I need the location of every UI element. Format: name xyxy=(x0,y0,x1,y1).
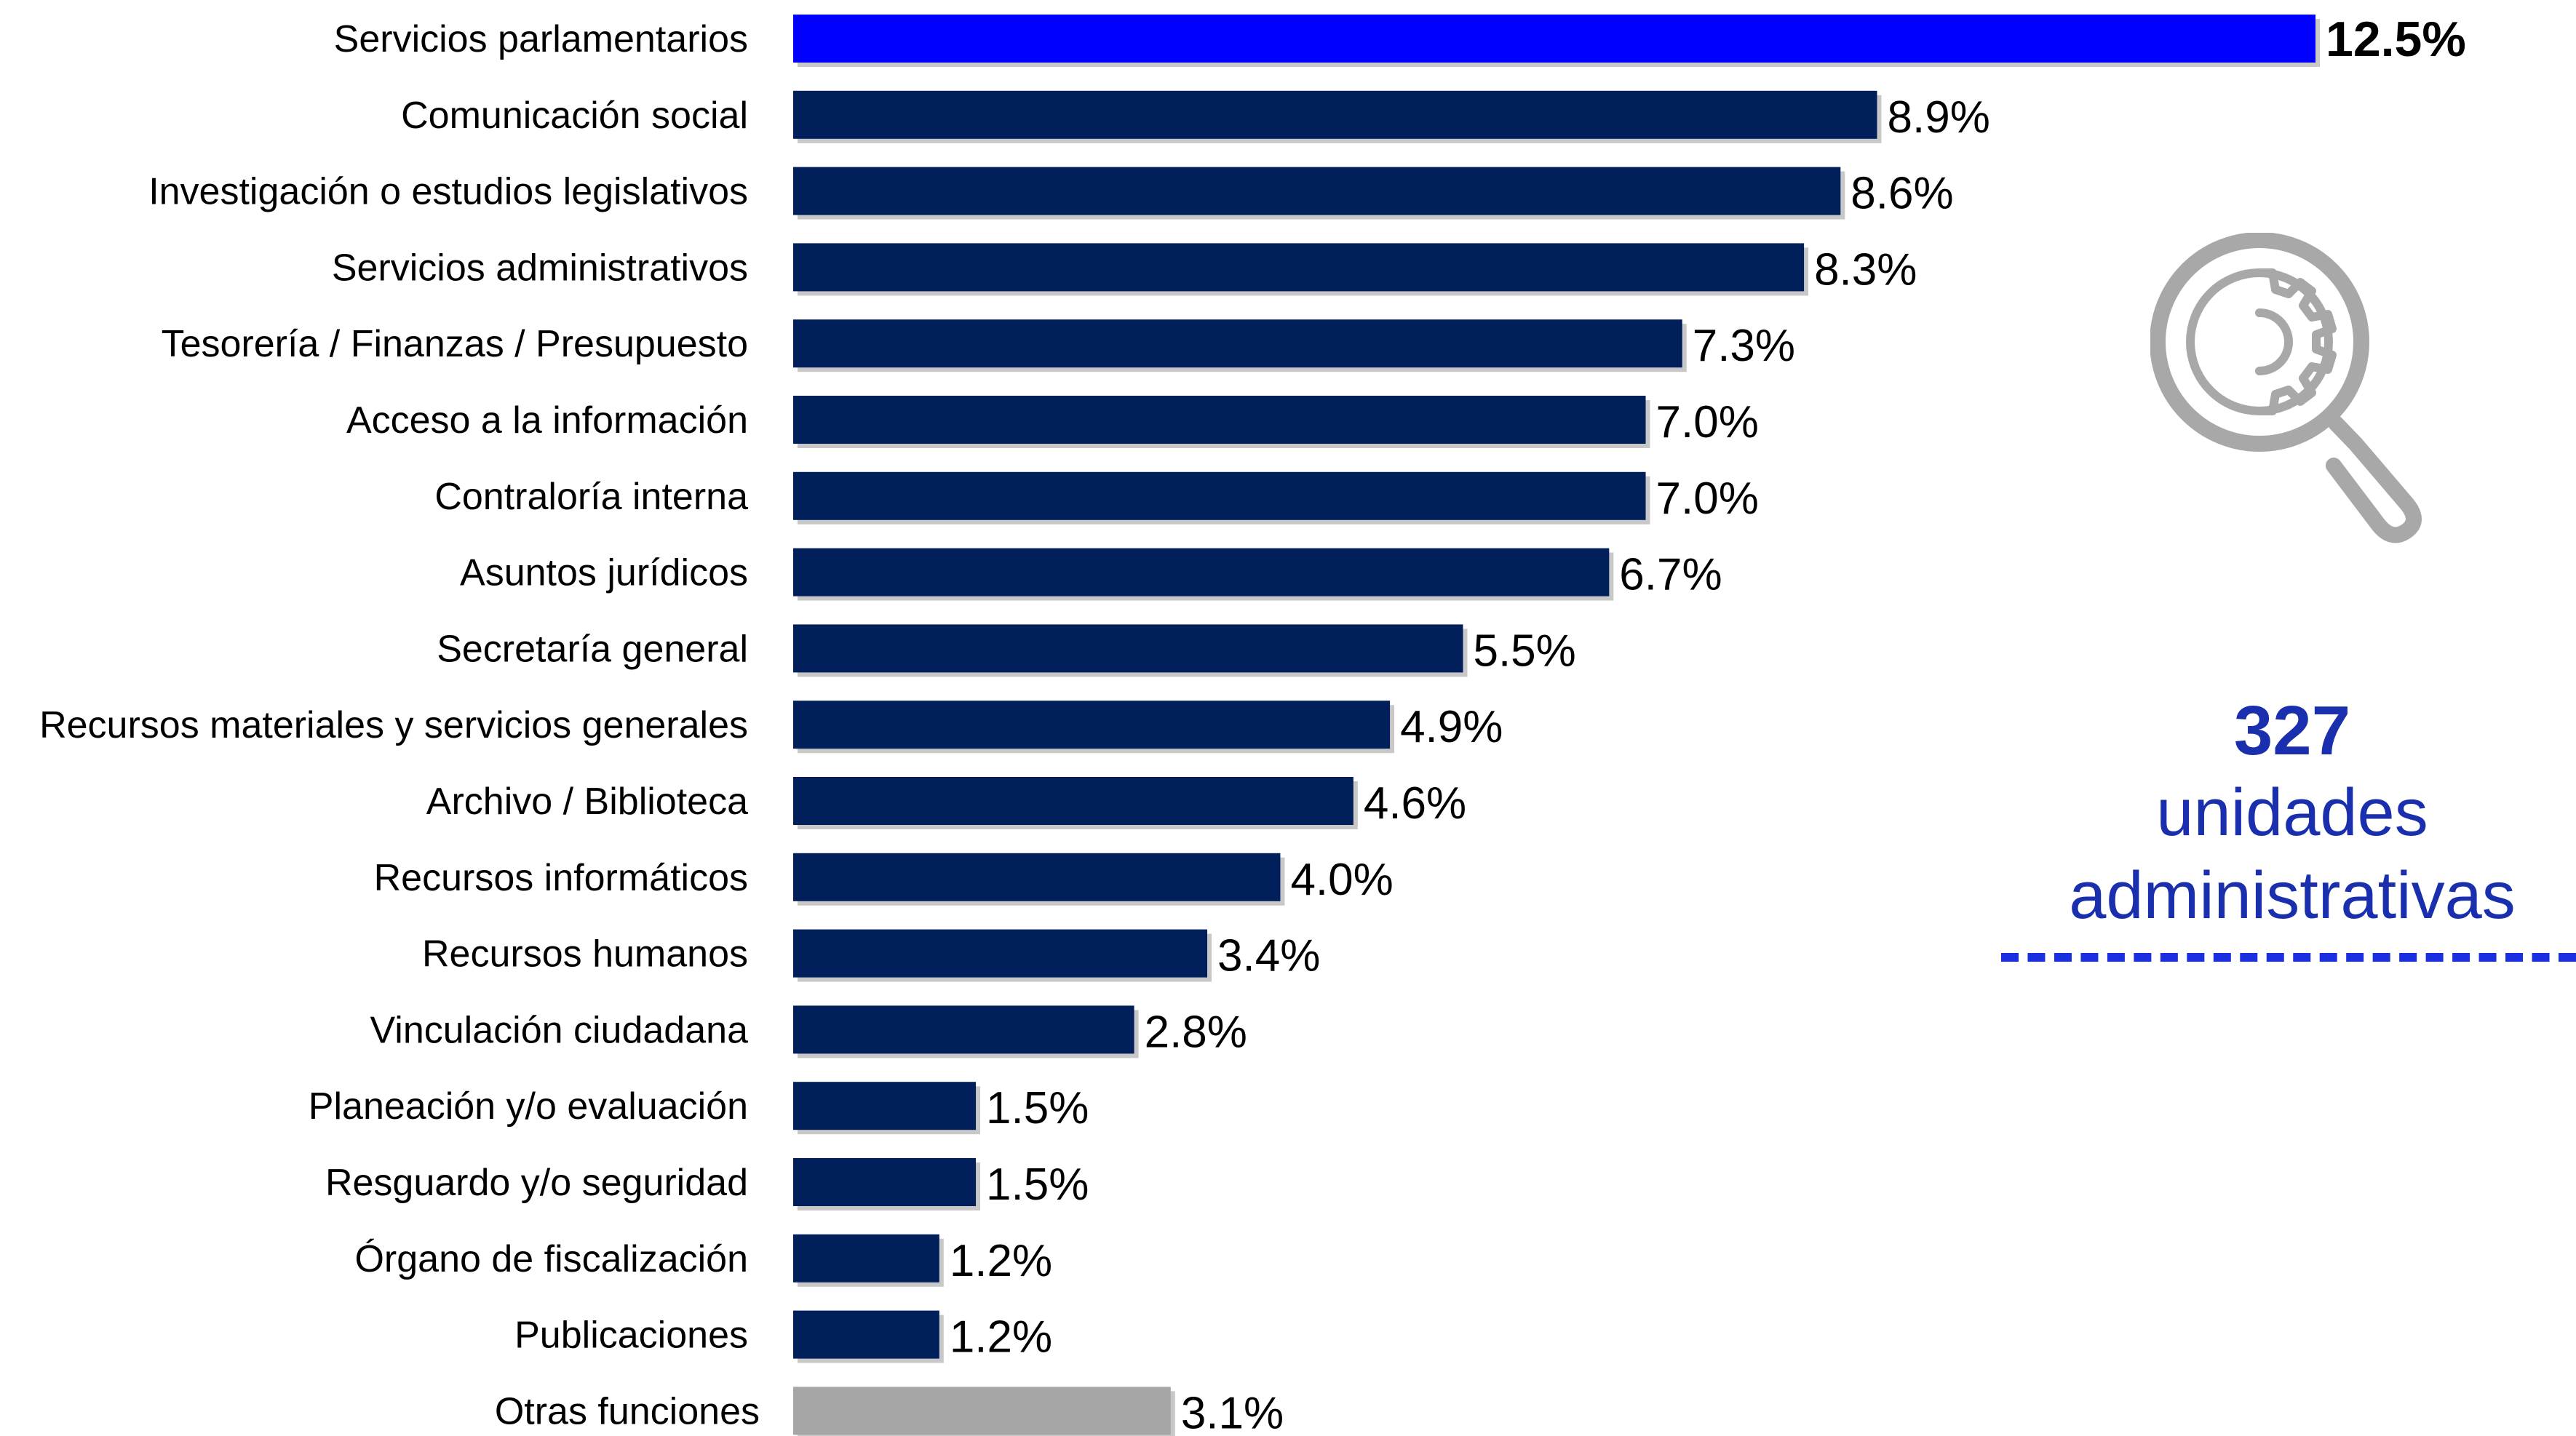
units-summary: 327 unidades administrativas xyxy=(2008,691,2576,937)
category-label: Comunicación social xyxy=(401,95,748,137)
units-label: unidades administrativas xyxy=(2069,775,2516,933)
units-count: 327 xyxy=(2233,692,2351,770)
bar xyxy=(793,396,1646,444)
bar xyxy=(793,90,1877,139)
bar xyxy=(793,1082,977,1130)
category-label: Tesorería / Finanzas / Presupuesto xyxy=(162,323,748,365)
category-label: Investigación o estudios legislativos xyxy=(148,171,748,213)
bar xyxy=(793,929,1208,978)
bar xyxy=(793,624,1463,673)
bar xyxy=(793,777,1353,825)
category-label: Órgano de fiscalización xyxy=(354,1238,748,1280)
bar xyxy=(793,319,1682,368)
value-label: 1.5% xyxy=(986,1160,1089,1210)
category-label: Servicios parlamentarios xyxy=(334,18,748,60)
bar xyxy=(793,1387,1171,1435)
value-label: 3.4% xyxy=(1217,931,1320,981)
value-label: 8.3% xyxy=(1814,244,1917,295)
value-label: 8.9% xyxy=(1888,92,1990,143)
category-label: Vinculación ciudadana xyxy=(370,1009,749,1051)
value-label: 1.2% xyxy=(950,1312,1052,1363)
category-label: Otras funciones xyxy=(495,1390,760,1432)
value-label: 2.8% xyxy=(1145,1007,1247,1057)
bar xyxy=(793,15,2315,63)
category-label: Recursos informáticos xyxy=(374,857,748,899)
category-labels: Servicios parlamentarios Comunicación soc… xyxy=(39,18,760,1432)
category-label: Acceso a la información xyxy=(346,399,748,442)
bar xyxy=(793,1005,1134,1054)
bar xyxy=(793,243,1805,292)
value-label: 12.5% xyxy=(2326,12,2466,67)
value-label: 5.5% xyxy=(1473,626,1575,676)
bar xyxy=(793,701,1391,749)
bar xyxy=(793,1158,977,1206)
value-label: 7.0% xyxy=(1656,397,1759,447)
summary-panel: 327 unidades administrativas xyxy=(1994,233,2576,989)
value-label: 7.3% xyxy=(1693,321,1795,371)
category-label: Resguardo y/o seguridad xyxy=(325,1162,748,1204)
value-label: 1.5% xyxy=(986,1083,1089,1133)
bar-group xyxy=(793,15,2320,1436)
value-label: 7.0% xyxy=(1656,474,1759,524)
category-label: Recursos materiales y servicios generale… xyxy=(39,704,748,746)
value-label: 4.6% xyxy=(1364,778,1466,829)
bar xyxy=(793,548,1610,597)
bar xyxy=(793,1310,939,1359)
value-label: 1.2% xyxy=(950,1236,1052,1286)
bar xyxy=(793,1234,939,1283)
category-label: Asuntos jurídicos xyxy=(460,552,748,594)
value-label: 3.1% xyxy=(1181,1388,1284,1436)
category-label: Contraloría interna xyxy=(434,476,748,518)
category-label: Archivo / Biblioteca xyxy=(426,781,748,823)
category-label: Secretaría general xyxy=(437,628,748,670)
value-label: 4.9% xyxy=(1400,702,1503,752)
bar xyxy=(793,167,1841,215)
category-label: Publicaciones xyxy=(514,1315,748,1357)
category-label: Servicios administrativos xyxy=(332,247,748,289)
dashed-underline xyxy=(2001,953,2576,962)
bar xyxy=(793,471,1646,520)
value-labels: 12.5% 8.9% 8.6% 8.3% 7.3% 7.0% 7.0% 6.7% 5.5% 4.9… xyxy=(950,12,2466,1436)
value-label: 8.6% xyxy=(1850,169,1953,219)
category-label: Recursos humanos xyxy=(422,933,748,976)
value-label: 4.0% xyxy=(1290,855,1393,905)
bar xyxy=(793,853,1281,901)
category-label: Planeación y/o evaluación xyxy=(309,1085,748,1128)
magnifier-gear-icon xyxy=(2150,233,2422,543)
value-label: 6.7% xyxy=(1619,550,1722,600)
